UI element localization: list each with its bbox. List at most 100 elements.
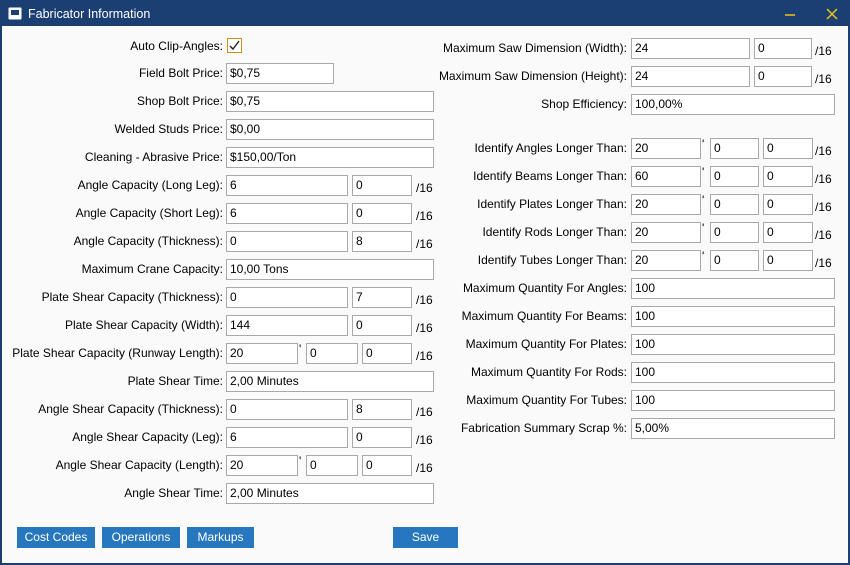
- text-input[interactable]: 7: [352, 287, 412, 308]
- text-input[interactable]: 0: [226, 231, 348, 252]
- text-input[interactable]: 0: [710, 250, 759, 271]
- text-input[interactable]: 0: [306, 343, 358, 364]
- button[interactable]: Markups: [187, 527, 254, 548]
- unit-label: /16: [416, 405, 433, 419]
- text-input[interactable]: 20: [226, 455, 298, 476]
- field-label: Cleaning - Abrasive Price:: [84, 150, 223, 164]
- feet-mark: ': [702, 221, 705, 235]
- text-input[interactable]: 0: [226, 399, 348, 420]
- text-input[interactable]: 8: [352, 399, 412, 420]
- text-input[interactable]: 144: [226, 315, 348, 336]
- field-label: Maximum Saw Dimension (Width):: [442, 41, 627, 55]
- text-input[interactable]: 0: [226, 287, 348, 308]
- field-label: Maximum Quantity For Beams:: [461, 309, 627, 323]
- title-bar: Fabricator Information: [2, 2, 848, 26]
- feet-mark: ': [299, 454, 302, 468]
- text-input[interactable]: 0: [352, 175, 412, 196]
- unit-label: /16: [815, 44, 832, 58]
- button[interactable]: Save: [393, 527, 458, 548]
- text-input[interactable]: 0: [710, 138, 759, 159]
- text-input[interactable]: 60: [631, 166, 701, 187]
- button[interactable]: Operations: [102, 527, 180, 548]
- text-input[interactable]: 0: [352, 315, 412, 336]
- text-input[interactable]: 100,00%: [631, 94, 835, 115]
- text-input[interactable]: 0: [710, 166, 759, 187]
- text-input[interactable]: 100: [631, 362, 835, 383]
- text-input[interactable]: 0: [710, 222, 759, 243]
- checkbox[interactable]: [227, 38, 242, 53]
- text-input[interactable]: 8: [352, 231, 412, 252]
- text-input[interactable]: 100: [631, 334, 835, 355]
- field-label: Identify Tubes Longer Than:: [477, 253, 627, 267]
- field-label: Maximum Quantity For Tubes:: [466, 393, 627, 407]
- text-input[interactable]: 24: [631, 38, 750, 59]
- close-button[interactable]: [824, 6, 840, 22]
- text-input[interactable]: 100: [631, 390, 835, 411]
- field-label: Plate Shear Capacity (Thickness):: [41, 290, 223, 304]
- text-input[interactable]: 20: [631, 138, 701, 159]
- field-label: Identify Angles Longer Than:: [474, 141, 627, 155]
- text-input[interactable]: $0,00: [226, 119, 434, 140]
- text-input[interactable]: 0: [710, 194, 759, 215]
- text-input[interactable]: 100: [631, 306, 835, 327]
- unit-label: /16: [416, 209, 433, 223]
- text-input[interactable]: 0: [362, 343, 412, 364]
- text-input[interactable]: 24: [631, 66, 750, 87]
- text-input[interactable]: 2,00 Minutes: [226, 371, 434, 392]
- check-mark: [229, 40, 240, 51]
- text-input[interactable]: 0: [763, 166, 813, 187]
- text-input[interactable]: 20: [226, 343, 298, 364]
- field-label: Maximum Quantity For Angles:: [462, 281, 627, 295]
- text-input[interactable]: 6: [226, 175, 348, 196]
- unit-label: /16: [416, 181, 433, 195]
- text-input[interactable]: $0,75: [226, 91, 434, 112]
- field-label: Angle Shear Capacity (Thickness):: [38, 402, 223, 416]
- app-icon: [8, 7, 22, 20]
- unit-label: /16: [416, 321, 433, 335]
- text-input[interactable]: 20: [631, 222, 701, 243]
- field-label: Angle Capacity (Short Leg):: [75, 206, 223, 220]
- unit-label: /16: [815, 144, 832, 158]
- unit-label: /16: [416, 293, 433, 307]
- field-label: Welded Studs Price:: [114, 122, 224, 136]
- text-input[interactable]: 0: [763, 222, 813, 243]
- text-input[interactable]: 0: [763, 138, 813, 159]
- button[interactable]: Cost Codes: [17, 527, 95, 548]
- feet-mark: ': [702, 193, 705, 207]
- field-label: Field Bolt Price:: [138, 66, 223, 80]
- text-input[interactable]: $150,00/Ton: [226, 147, 434, 168]
- text-input[interactable]: 6: [226, 203, 348, 224]
- field-label: Angle Capacity (Long Leg):: [77, 178, 223, 192]
- text-input[interactable]: 2,00 Minutes: [226, 483, 434, 504]
- feet-mark: ': [299, 342, 302, 356]
- text-input[interactable]: 0: [362, 455, 412, 476]
- field-label: Identify Plates Longer Than:: [477, 197, 627, 211]
- text-input[interactable]: 0: [763, 250, 813, 271]
- text-input[interactable]: 0: [754, 66, 812, 87]
- text-input[interactable]: 100: [631, 278, 835, 299]
- text-input[interactable]: 0: [352, 203, 412, 224]
- text-input[interactable]: 0: [754, 38, 812, 59]
- field-label: Angle Shear Capacity (Length):: [55, 458, 223, 472]
- text-input[interactable]: 10,00 Tons: [226, 259, 434, 280]
- text-input[interactable]: 20: [631, 194, 701, 215]
- text-input[interactable]: 0: [352, 427, 412, 448]
- text-input[interactable]: 20: [631, 250, 701, 271]
- window-title: Fabricator Information: [28, 7, 151, 21]
- text-input[interactable]: 5,00%: [631, 418, 835, 439]
- feet-mark: ': [702, 165, 705, 179]
- unit-label: /16: [815, 172, 832, 186]
- minimize-button[interactable]: [782, 6, 798, 22]
- field-label: Angle Shear Capacity (Leg):: [72, 430, 223, 444]
- text-input[interactable]: 0: [763, 194, 813, 215]
- unit-label: /16: [815, 228, 832, 242]
- text-input[interactable]: $0,75: [226, 63, 334, 84]
- field-label: Maximum Crane Capacity:: [81, 262, 223, 276]
- text-input[interactable]: 6: [226, 427, 348, 448]
- text-input[interactable]: 0: [306, 455, 358, 476]
- unit-label: /16: [416, 237, 433, 251]
- unit-label: /16: [416, 461, 433, 475]
- unit-label: /16: [815, 72, 832, 86]
- field-label: Maximum Quantity For Rods:: [470, 365, 627, 379]
